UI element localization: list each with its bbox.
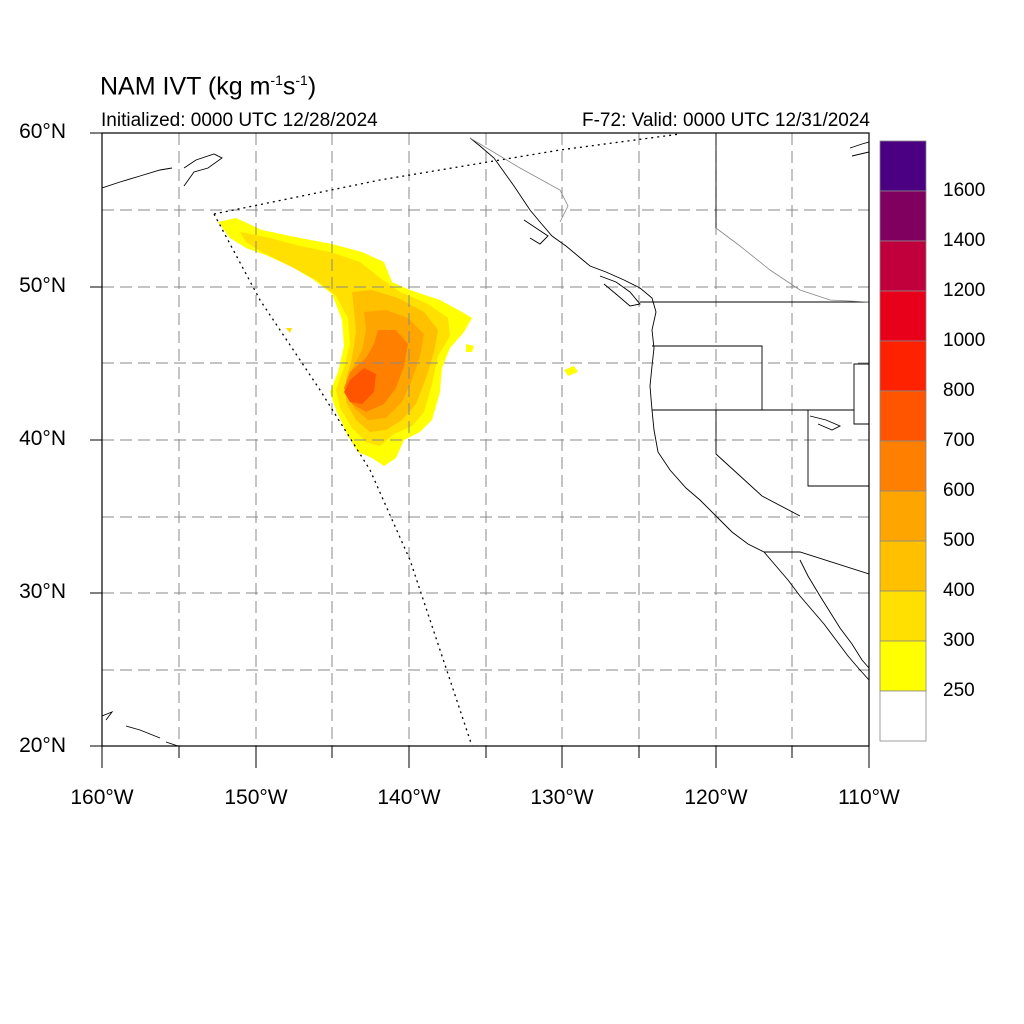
valid-time-label: F-72: Valid: 0000 UTC 12/31/2024 (582, 110, 870, 131)
ivt-patch (466, 344, 474, 352)
colorbar-swatch (879, 190, 927, 242)
colorbar-label: 1400 (943, 230, 986, 251)
coastlines (102, 137, 869, 746)
lon-label-150w: 150°W (224, 786, 288, 809)
colorbar-swatch (879, 290, 927, 342)
ivt-contour-700 (344, 368, 376, 404)
map-gridlines (102, 133, 869, 746)
colorbar-label: 700 (943, 430, 975, 451)
colorbar-swatch (879, 440, 927, 492)
colorbar-swatch (879, 490, 927, 542)
colorbar-swatch (879, 640, 927, 692)
colorbar-label: 400 (943, 580, 975, 601)
colorbar-label: 1000 (943, 330, 986, 351)
axis-ticks (90, 132, 870, 768)
map-title: NAM IVT (kg m-1s-1) (100, 72, 317, 101)
colorbar-label: 500 (943, 530, 975, 551)
initialized-label: Initialized: 0000 UTC 12/28/2024 (101, 110, 378, 131)
lon-label-130w: 130°W (530, 786, 594, 809)
lat-label-30n: 30°N (19, 580, 66, 603)
lat-label-50n: 50°N (19, 274, 66, 297)
lon-label-120w: 120°W (684, 786, 748, 809)
colorbar (879, 140, 927, 742)
secondary-borders (469, 137, 869, 303)
colorbar-swatch (879, 690, 927, 742)
colorbar-label: 300 (943, 630, 975, 651)
colorbar-swatch (879, 590, 927, 642)
lat-label-60n: 60°N (19, 120, 66, 143)
colorbar-label: 1600 (943, 180, 986, 201)
colorbar-swatch (879, 340, 927, 392)
political-borders (640, 133, 869, 575)
colorbar-swatch (879, 140, 927, 192)
colorbar-swatch (879, 390, 927, 442)
ivt-shading (218, 218, 578, 466)
lat-label-20n: 20°N (19, 734, 66, 757)
model-domain-boundary (213, 133, 681, 215)
lon-label-110w: 110°W (838, 786, 900, 809)
colorbar-label: 250 (943, 680, 975, 701)
lat-label-40n: 40°N (19, 427, 66, 450)
colorbar-label: 800 (943, 380, 975, 401)
ivt-patch (286, 328, 292, 333)
lon-label-160w: 160°W (70, 786, 134, 809)
colorbar-swatch (879, 540, 927, 592)
lon-label-140w: 140°W (377, 786, 441, 809)
colorbar-label: 1200 (943, 280, 986, 301)
colorbar-swatch (879, 240, 927, 292)
model-domain-boundary (213, 213, 473, 747)
ivt-patch (564, 366, 578, 376)
colorbar-label: 600 (943, 480, 975, 501)
